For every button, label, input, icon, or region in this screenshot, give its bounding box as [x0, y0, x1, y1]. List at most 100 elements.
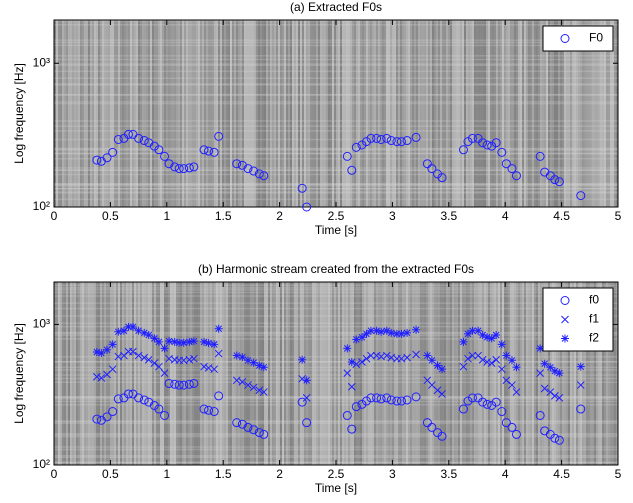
spectrogram-texture [62, 282, 64, 465]
spectrogram-texture [438, 282, 440, 465]
spectrogram-texture [92, 282, 94, 465]
marker-circle [232, 159, 242, 169]
spectrogram-texture [260, 20, 262, 207]
spectrogram-band [54, 148, 618, 150]
spectrogram-texture [146, 20, 148, 207]
spectrogram-texture [220, 20, 222, 207]
marker-circle [501, 418, 511, 428]
marker-star [427, 356, 436, 365]
spectrogram-texture [608, 282, 610, 465]
marker-circle [376, 394, 386, 404]
x-tick-label: 0 [51, 467, 58, 481]
spectrogram-band [54, 366, 618, 369]
spectrogram-texture [478, 20, 480, 207]
spectrogram-texture [128, 20, 130, 207]
spectrogram-band [54, 434, 618, 436]
spectrogram-texture [196, 20, 198, 207]
marker-circle [92, 414, 102, 424]
spectrogram-texture [216, 20, 218, 207]
spectrogram-texture [498, 282, 500, 465]
marker-circle [550, 175, 560, 185]
spectrogram-texture [600, 282, 602, 465]
spectrogram-texture [228, 282, 230, 465]
spectrogram-texture [590, 20, 592, 207]
spectrogram-texture [208, 20, 210, 207]
marker-circle [249, 166, 259, 176]
spectrogram-texture [594, 20, 596, 207]
spectrogram-texture [404, 282, 406, 465]
spectrogram-band [54, 187, 618, 190]
spectrogram-band [54, 322, 618, 325]
marker-circle [357, 399, 367, 409]
spectrogram-texture [372, 282, 374, 465]
spectrogram-texture [464, 20, 466, 207]
spectrogram-texture [262, 20, 264, 207]
marker-circle [550, 433, 560, 443]
x-tick-label: 4.5 [553, 467, 570, 481]
marker-star [487, 334, 496, 343]
spectrogram-texture [130, 20, 132, 207]
spectrogram-texture [58, 20, 60, 207]
spectrogram-texture [524, 20, 526, 207]
marker-circle [139, 395, 149, 405]
spectrogram-texture [302, 20, 304, 207]
spectrogram-texture [572, 282, 574, 465]
marker-star [478, 330, 487, 339]
spectrogram-band [54, 167, 618, 169]
spectrogram-texture [162, 20, 164, 207]
marker-circle [372, 133, 382, 143]
spectrogram-texture [378, 20, 380, 207]
spectrogram-texture [242, 20, 244, 207]
chart-title: (b) Harmonic stream created from the ext… [198, 262, 474, 276]
x-tick-label: 1.5 [215, 467, 232, 481]
spectrogram-texture [148, 20, 150, 207]
spectrogram-texture [522, 282, 524, 465]
spectrogram-band [54, 63, 618, 65]
marker-circle [108, 147, 118, 157]
legend-symbol [560, 296, 570, 305]
legend-label: F0 [589, 31, 603, 45]
marker-x [238, 378, 247, 386]
spectrogram-texture [114, 20, 116, 207]
marker-star [397, 329, 406, 338]
marker-circle [487, 141, 497, 151]
marker-star [546, 363, 555, 372]
spectrogram-texture [156, 282, 158, 465]
spectrogram-texture [184, 282, 186, 465]
marker-star [392, 329, 401, 338]
spectrogram-texture [472, 282, 474, 465]
spectrogram-texture [188, 282, 190, 465]
spectrogram-texture [552, 20, 554, 207]
spectrogram-texture [318, 20, 320, 207]
marker-circle [386, 395, 396, 405]
marker-circle [511, 171, 521, 181]
spectrogram-texture [396, 20, 398, 207]
spectrogram-texture [462, 20, 464, 207]
marker-star [343, 344, 352, 353]
spectrogram-texture [596, 20, 598, 207]
y-tick-label: 10² [33, 457, 50, 471]
spectrogram-texture [164, 20, 166, 207]
spectrogram-texture [232, 282, 234, 465]
marker-star [550, 367, 559, 376]
x-tick-label: 1.5 [215, 209, 232, 223]
spectrogram-texture [324, 282, 326, 465]
spectrogram-texture [278, 20, 280, 207]
spectrogram-texture [328, 20, 330, 207]
spectrogram-texture [598, 282, 600, 465]
spectrogram-band [54, 374, 618, 376]
spectrogram-band [54, 183, 618, 185]
spectrogram-texture [418, 20, 420, 207]
spectrogram-texture [322, 20, 324, 207]
spectrogram-texture [450, 20, 452, 207]
spectrogram-texture [570, 20, 572, 207]
spectrogram-texture [160, 282, 162, 465]
spectrogram-texture [514, 282, 516, 465]
spectrogram-texture [530, 20, 532, 207]
marker-circle [478, 138, 488, 148]
marker-x [259, 388, 268, 396]
marker-x [214, 349, 223, 358]
spectrogram-texture [448, 282, 450, 465]
marker-circle [102, 412, 112, 422]
marker-circle [366, 133, 376, 143]
